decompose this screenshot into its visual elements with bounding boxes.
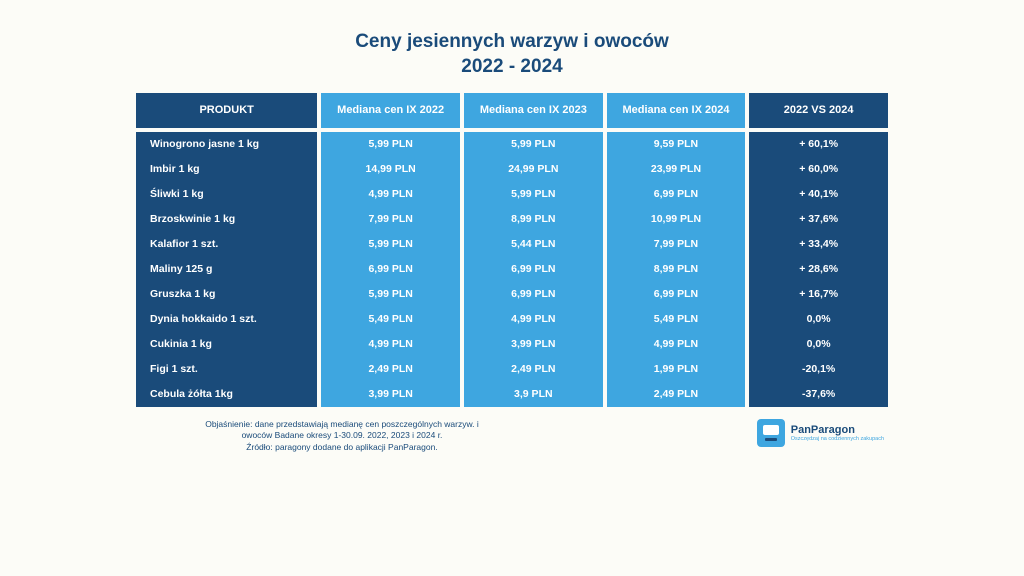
cell-2023: 5,44 PLN — [464, 232, 603, 257]
cell-change: -37,6% — [749, 382, 888, 407]
table-row: Winogrono jasne 1 kg5,99 PLN5,99 PLN9,59… — [136, 132, 888, 157]
cell-2023: 6,99 PLN — [464, 257, 603, 282]
cell-2022: 2,49 PLN — [321, 357, 460, 382]
footnote-line3: Źródło: paragony dodane do aplikacji Pan… — [162, 442, 522, 453]
cell-2024: 6,99 PLN — [607, 182, 746, 207]
cell-2022: 14,99 PLN — [321, 157, 460, 182]
col-header-2022: Mediana cen IX 2022 — [321, 93, 460, 127]
page-title: Ceny jesiennych warzyw i owoców 2022 - 2… — [355, 30, 669, 79]
cell-product: Cukinia 1 kg — [136, 332, 317, 357]
table-body: Winogrono jasne 1 kg5,99 PLN5,99 PLN9,59… — [136, 128, 888, 407]
cell-product: Winogrono jasne 1 kg — [136, 132, 317, 157]
cell-product: Brzoskwinie 1 kg — [136, 207, 317, 232]
logo-tagline: Oszczędzaj na codziennych zakupach — [791, 436, 884, 442]
cell-2023: 3,9 PLN — [464, 382, 603, 407]
cell-product: Cebula żółta 1kg — [136, 382, 317, 407]
cell-change: + 37,6% — [749, 207, 888, 232]
table-row: Cukinia 1 kg4,99 PLN3,99 PLN4,99 PLN0,0% — [136, 332, 888, 357]
cell-change: + 60,0% — [749, 157, 888, 182]
table-row: Dynia hokkaido 1 szt.5,49 PLN4,99 PLN5,4… — [136, 307, 888, 332]
logo: PanParagon Oszczędzaj na codziennych zak… — [757, 419, 884, 447]
col-header-2024: Mediana cen IX 2024 — [607, 93, 746, 127]
cell-change: + 28,6% — [749, 257, 888, 282]
cell-product: Kalafior 1 szt. — [136, 232, 317, 257]
cell-change: + 60,1% — [749, 132, 888, 157]
footnote-line2: owoców Badane okresy 1-30.09. 2022, 2023… — [162, 430, 522, 441]
logo-icon — [757, 419, 785, 447]
cell-2022: 5,99 PLN — [321, 232, 460, 257]
cell-2024: 6,99 PLN — [607, 282, 746, 307]
cell-change: + 16,7% — [749, 282, 888, 307]
cell-2023: 5,99 PLN — [464, 132, 603, 157]
cell-2022: 5,99 PLN — [321, 282, 460, 307]
cell-2024: 8,99 PLN — [607, 257, 746, 282]
col-header-product: PRODUKT — [136, 93, 317, 127]
cell-product: Dynia hokkaido 1 szt. — [136, 307, 317, 332]
cell-2023: 6,99 PLN — [464, 282, 603, 307]
table-row: Imbir 1 kg14,99 PLN24,99 PLN23,99 PLN+ 6… — [136, 157, 888, 182]
cell-product: Figi 1 szt. — [136, 357, 317, 382]
footnote-line1: Objaśnienie: dane przedstawiają medianę … — [162, 419, 522, 430]
title-line2: 2022 - 2024 — [355, 55, 669, 80]
cell-2024: 5,49 PLN — [607, 307, 746, 332]
cell-2024: 7,99 PLN — [607, 232, 746, 257]
cell-2022: 5,99 PLN — [321, 132, 460, 157]
cell-change: -20,1% — [749, 357, 888, 382]
col-header-change: 2022 VS 2024 — [749, 93, 888, 127]
table-row: Maliny 125 g6,99 PLN6,99 PLN8,99 PLN+ 28… — [136, 257, 888, 282]
title-line1: Ceny jesiennych warzyw i owoców — [355, 31, 669, 52]
col-header-2023: Mediana cen IX 2023 — [464, 93, 603, 127]
logo-name: PanParagon — [791, 424, 884, 436]
cell-2023: 2,49 PLN — [464, 357, 603, 382]
table-row: Brzoskwinie 1 kg7,99 PLN8,99 PLN10,99 PL… — [136, 207, 888, 232]
footer: Objaśnienie: dane przedstawiają medianę … — [132, 419, 892, 453]
cell-product: Maliny 125 g — [136, 257, 317, 282]
cell-change: 0,0% — [749, 307, 888, 332]
footnote: Objaśnienie: dane przedstawiają medianę … — [162, 419, 522, 453]
cell-2024: 1,99 PLN — [607, 357, 746, 382]
price-table: PRODUKT Mediana cen IX 2022 Mediana cen … — [132, 93, 892, 406]
cell-2022: 4,99 PLN — [321, 332, 460, 357]
table-row: Cebula żółta 1kg3,99 PLN3,9 PLN2,49 PLN-… — [136, 382, 888, 407]
cell-2024: 4,99 PLN — [607, 332, 746, 357]
cell-2022: 6,99 PLN — [321, 257, 460, 282]
table-header-row: PRODUKT Mediana cen IX 2022 Mediana cen … — [136, 93, 888, 127]
cell-2022: 3,99 PLN — [321, 382, 460, 407]
cell-2022: 7,99 PLN — [321, 207, 460, 232]
cell-2022: 4,99 PLN — [321, 182, 460, 207]
price-table-container: PRODUKT Mediana cen IX 2022 Mediana cen … — [132, 93, 892, 406]
table-row: Śliwki 1 kg4,99 PLN5,99 PLN6,99 PLN+ 40,… — [136, 182, 888, 207]
cell-2023: 5,99 PLN — [464, 182, 603, 207]
cell-change: + 33,4% — [749, 232, 888, 257]
cell-change: + 40,1% — [749, 182, 888, 207]
cell-2023: 3,99 PLN — [464, 332, 603, 357]
cell-2024: 23,99 PLN — [607, 157, 746, 182]
cell-product: Imbir 1 kg — [136, 157, 317, 182]
logo-text: PanParagon Oszczędzaj na codziennych zak… — [791, 424, 884, 442]
cell-2024: 2,49 PLN — [607, 382, 746, 407]
cell-2023: 24,99 PLN — [464, 157, 603, 182]
table-row: Figi 1 szt.2,49 PLN2,49 PLN1,99 PLN-20,1… — [136, 357, 888, 382]
table-row: Gruszka 1 kg5,99 PLN6,99 PLN6,99 PLN+ 16… — [136, 282, 888, 307]
cell-change: 0,0% — [749, 332, 888, 357]
cell-product: Gruszka 1 kg — [136, 282, 317, 307]
cell-product: Śliwki 1 kg — [136, 182, 317, 207]
cell-2023: 4,99 PLN — [464, 307, 603, 332]
cell-2023: 8,99 PLN — [464, 207, 603, 232]
table-row: Kalafior 1 szt.5,99 PLN5,44 PLN7,99 PLN+… — [136, 232, 888, 257]
cell-2024: 10,99 PLN — [607, 207, 746, 232]
cell-2024: 9,59 PLN — [607, 132, 746, 157]
cell-2022: 5,49 PLN — [321, 307, 460, 332]
